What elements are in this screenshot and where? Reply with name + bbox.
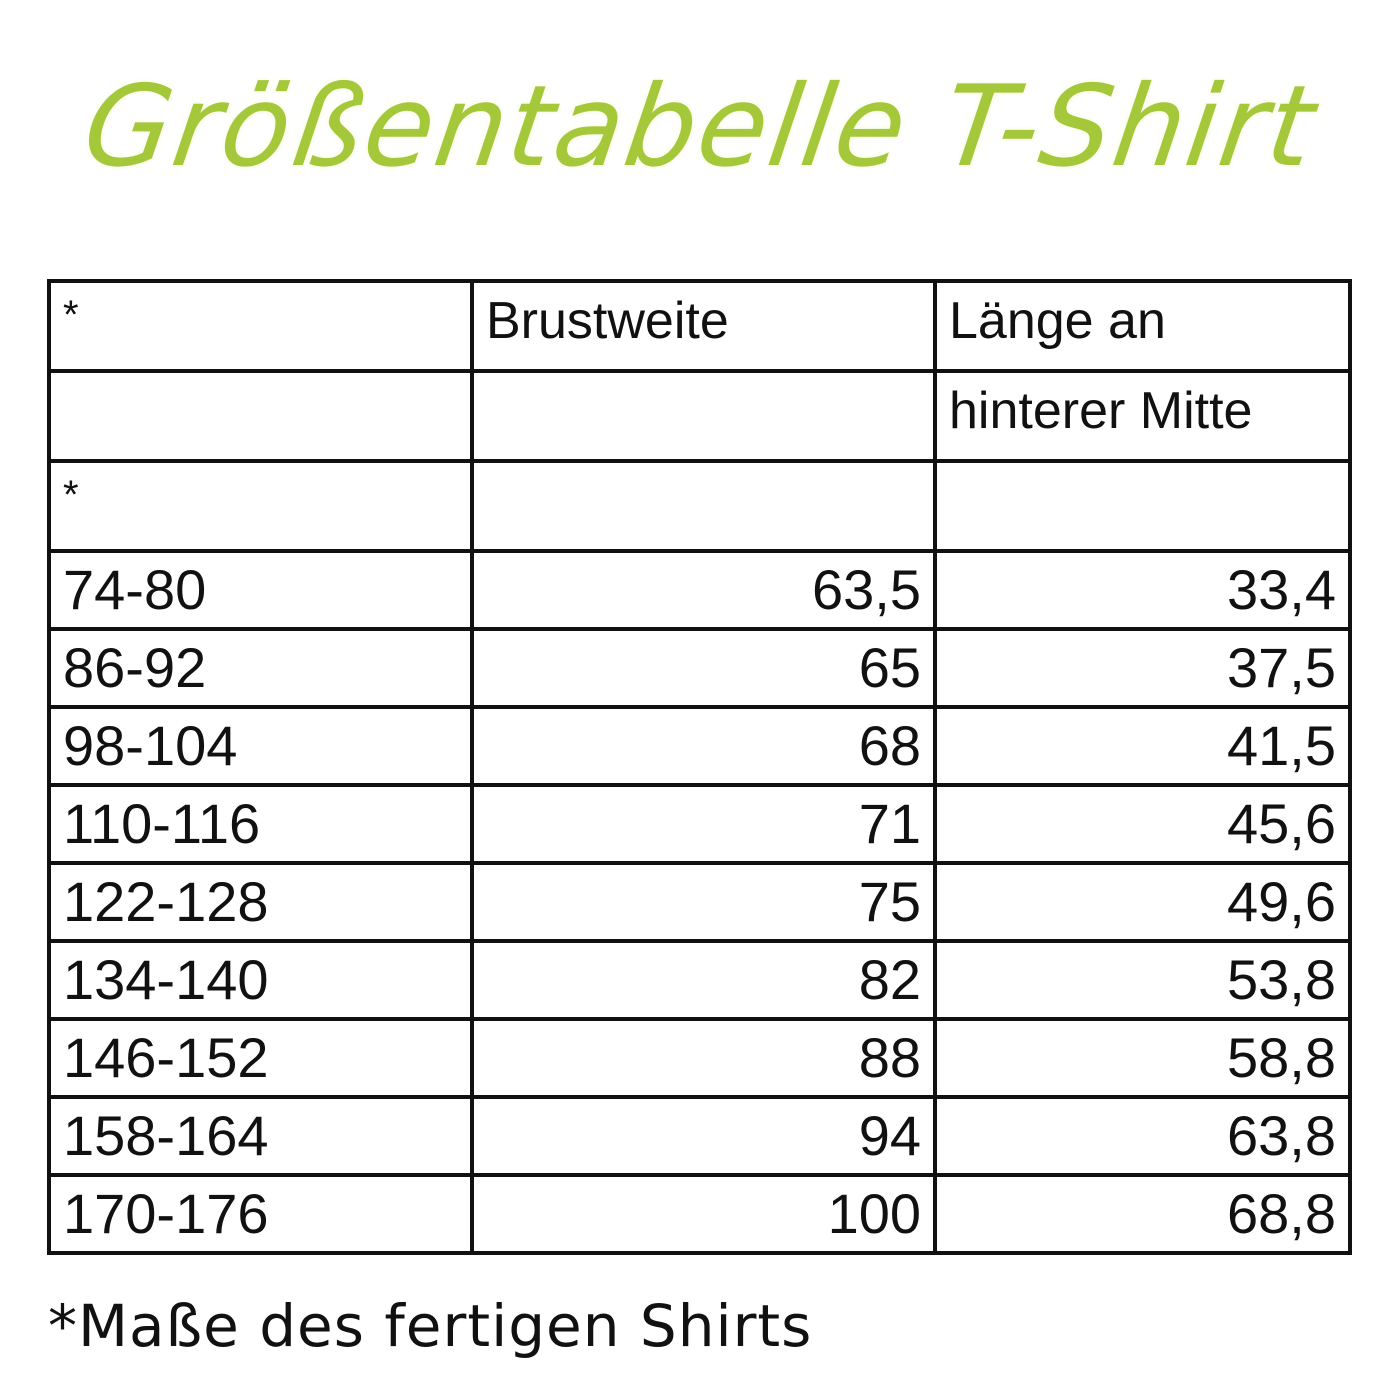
header-cell xyxy=(470,459,937,553)
size-cell: 170-176 xyxy=(47,1173,474,1255)
table-row: 158-164 94 63,8 xyxy=(47,1095,1352,1177)
back-length-cell: 58,8 xyxy=(933,1017,1352,1099)
size-cell: 158-164 xyxy=(47,1095,474,1177)
back-length-cell: 53,8 xyxy=(933,939,1352,1021)
table-row: 86-92 65 37,5 xyxy=(47,627,1352,709)
header-cell: Länge an xyxy=(933,279,1352,373)
back-length-cell: 49,6 xyxy=(933,861,1352,943)
chest-width-cell: 71 xyxy=(470,783,937,865)
table-row: 170-176 100 68,8 xyxy=(47,1173,1352,1255)
back-length-cell: 41,5 xyxy=(933,705,1352,787)
header-row: * Brustweite Länge an xyxy=(47,279,1352,373)
chest-width-cell: 75 xyxy=(470,861,937,943)
header-row: * xyxy=(47,459,1352,553)
header-cell: * xyxy=(47,459,474,553)
table-row: 146-152 88 58,8 xyxy=(47,1017,1352,1099)
header-cell: * xyxy=(47,279,474,373)
footnote: *Maße des fertigen Shirts xyxy=(48,1292,813,1360)
size-cell: 134-140 xyxy=(47,939,474,1021)
chest-width-cell: 68 xyxy=(470,705,937,787)
chest-width-cell: 63,5 xyxy=(470,549,937,631)
table-row: 98-104 68 41,5 xyxy=(47,705,1352,787)
size-cell: 146-152 xyxy=(47,1017,474,1099)
back-length-cell: 33,4 xyxy=(933,549,1352,631)
header-cell: hinterer Mitte xyxy=(933,369,1352,463)
back-length-cell: 68,8 xyxy=(933,1173,1352,1255)
chest-width-cell: 82 xyxy=(470,939,937,1021)
header-cell xyxy=(47,369,474,463)
chest-width-cell: 100 xyxy=(470,1173,937,1255)
table-row: 74-80 63,5 33,4 xyxy=(47,549,1352,631)
header-row: hinterer Mitte xyxy=(47,369,1352,463)
size-cell: 122-128 xyxy=(47,861,474,943)
chest-width-cell: 88 xyxy=(470,1017,937,1099)
chest-width-cell: 94 xyxy=(470,1095,937,1177)
table-row: 110-116 71 45,6 xyxy=(47,783,1352,865)
size-table: * Brustweite Länge an hinterer Mitte * 74-80 6… xyxy=(47,279,1352,1255)
back-length-cell: 63,8 xyxy=(933,1095,1352,1177)
table-row: 134-140 82 53,8 xyxy=(47,939,1352,1021)
back-length-cell: 45,6 xyxy=(933,783,1352,865)
page-title: Größentabelle T-Shirt xyxy=(76,62,1324,192)
size-cell: 86-92 xyxy=(47,627,474,709)
size-cell: 98-104 xyxy=(47,705,474,787)
chest-width-cell: 65 xyxy=(470,627,937,709)
back-length-cell: 37,5 xyxy=(933,627,1352,709)
header-cell xyxy=(933,459,1352,553)
size-cell: 74-80 xyxy=(47,549,474,631)
table-row: 122-128 75 49,6 xyxy=(47,861,1352,943)
size-cell: 110-116 xyxy=(47,783,474,865)
header-cell xyxy=(470,369,937,463)
header-cell: Brustweite xyxy=(470,279,937,373)
